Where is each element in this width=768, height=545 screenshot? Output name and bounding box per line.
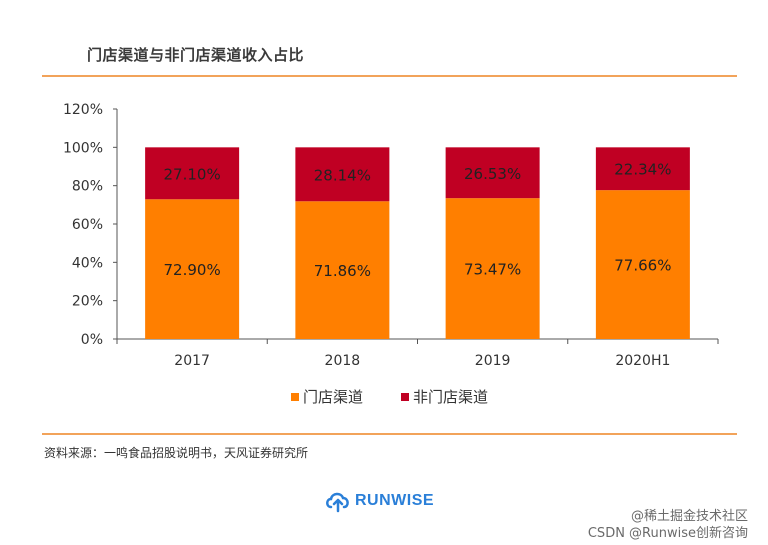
bars: 72.90% 27.10% 71.86% 28.14% 73.47% 26.53% 77.6…	[145, 147, 690, 339]
chart-title: 门店渠道与非门店渠道收入占比	[87, 46, 305, 64]
legend: 门店渠道 非门店渠道	[291, 388, 488, 406]
y-tick-label: 20%	[72, 294, 103, 310]
data-label-nonstore: 26.53%	[464, 165, 521, 183]
legend-label-nonstore: 非门店渠道	[413, 388, 488, 406]
x-axis: 2017 2018 2019 2020H1	[116, 338, 719, 369]
top-divider	[42, 75, 737, 77]
y-axis: 0% 20% 40% 60% 80% 100% 120%	[63, 102, 118, 348]
x-tick-label: 2020H1	[615, 353, 670, 369]
runwise-logo: RUNWISE	[325, 489, 434, 513]
bar-store	[295, 201, 390, 339]
bar-nonstore	[145, 147, 240, 200]
cloud-logo-icon	[326, 492, 349, 513]
bar-nonstore	[295, 147, 390, 202]
legend-swatch-nonstore	[401, 393, 409, 401]
bar-nonstore	[445, 147, 540, 199]
x-tick-label: 2019	[475, 353, 511, 369]
data-label-store: 71.86%	[314, 262, 371, 280]
bar-store	[445, 198, 540, 339]
y-tick-label: 80%	[72, 179, 103, 195]
watermark-line-2: CSDN @Runwise创新咨询	[587, 526, 748, 541]
data-label-nonstore: 28.14%	[314, 166, 371, 184]
bar-nonstore	[595, 147, 690, 191]
y-tick-label: 100%	[63, 140, 103, 156]
y-tick-label: 60%	[72, 217, 103, 233]
bar-store	[145, 199, 240, 339]
watermark-line-1: @稀土掘金技术社区	[630, 509, 748, 524]
logo-text: RUNWISE	[355, 492, 435, 509]
data-label-store: 77.66%	[614, 257, 671, 275]
source-note: 资料来源：一鸣食品招股说明书，天风证券研究所	[44, 446, 309, 460]
bottom-divider	[42, 433, 737, 435]
data-label-nonstore: 22.34%	[614, 161, 671, 179]
x-tick-label: 2018	[325, 353, 361, 369]
legend-label-store: 门店渠道	[303, 388, 363, 406]
data-label-store: 72.90%	[164, 261, 221, 279]
bar-store	[595, 190, 690, 339]
x-tick-label: 2017	[174, 353, 210, 369]
chart-svg: 0% 20% 40% 60% 80% 100% 120% 2017 2018 2019 2020H…	[63, 102, 719, 406]
y-tick-label: 120%	[63, 102, 103, 118]
data-label-nonstore: 27.10%	[164, 165, 221, 183]
watermark: @稀土掘金技术社区 CSDN @Runwise创新咨询	[588, 508, 748, 542]
legend-swatch-store	[291, 393, 299, 401]
y-tick-label: 0%	[81, 332, 103, 348]
y-tick-label: 40%	[72, 255, 103, 271]
data-label-store: 73.47%	[464, 261, 521, 279]
